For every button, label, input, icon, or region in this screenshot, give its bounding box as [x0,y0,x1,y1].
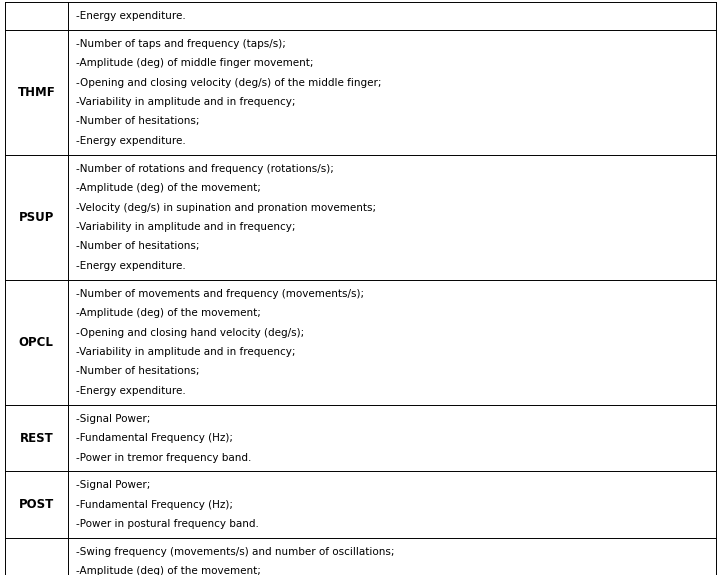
Text: -Energy expenditure.: -Energy expenditure. [76,11,185,21]
Text: -Number of hesitations;: -Number of hesitations; [76,242,199,251]
Text: -Energy expenditure.: -Energy expenditure. [76,386,185,396]
Text: -Number of taps and frequency (taps/s);: -Number of taps and frequency (taps/s); [76,39,286,49]
Text: -Number of rotations and frequency (rotations/s);: -Number of rotations and frequency (rota… [76,164,333,174]
Text: -Velocity (deg/s) in supination and pronation movements;: -Velocity (deg/s) in supination and pron… [76,202,376,213]
Text: -Power in postural frequency band.: -Power in postural frequency band. [76,519,258,529]
Text: -Energy expenditure.: -Energy expenditure. [76,136,185,146]
Text: -Variability in amplitude and in frequency;: -Variability in amplitude and in frequen… [76,222,295,232]
Text: -Number of movements and frequency (movements/s);: -Number of movements and frequency (move… [76,289,363,298]
Text: PSUP: PSUP [19,211,54,224]
Text: OPCL: OPCL [19,336,54,349]
Text: -Energy expenditure.: -Energy expenditure. [76,261,185,271]
Text: -Variability in amplitude and in frequency;: -Variability in amplitude and in frequen… [76,347,295,357]
Text: -Opening and closing velocity (deg/s) of the middle finger;: -Opening and closing velocity (deg/s) of… [76,78,381,87]
Text: -Amplitude (deg) of middle finger movement;: -Amplitude (deg) of middle finger moveme… [76,58,313,68]
Text: -Power in tremor frequency band.: -Power in tremor frequency band. [76,453,251,462]
Text: REST: REST [19,432,53,444]
Text: -Amplitude (deg) of the movement;: -Amplitude (deg) of the movement; [76,566,260,575]
Text: -Variability in amplitude and in frequency;: -Variability in amplitude and in frequen… [76,97,295,107]
Text: -Fundamental Frequency (Hz);: -Fundamental Frequency (Hz); [76,433,233,443]
Text: -Amplitude (deg) of the movement;: -Amplitude (deg) of the movement; [76,308,260,318]
Text: -Number of hesitations;: -Number of hesitations; [76,117,199,126]
Text: -Swing frequency (movements/s) and number of oscillations;: -Swing frequency (movements/s) and numbe… [76,547,394,557]
Text: -Signal Power;: -Signal Power; [76,480,150,490]
Text: -Signal Power;: -Signal Power; [76,413,150,424]
Text: POST: POST [19,499,54,511]
Text: -Opening and closing hand velocity (deg/s);: -Opening and closing hand velocity (deg/… [76,328,304,338]
Text: -Number of hesitations;: -Number of hesitations; [76,366,199,377]
Text: -Fundamental Frequency (Hz);: -Fundamental Frequency (Hz); [76,500,233,510]
Text: -Amplitude (deg) of the movement;: -Amplitude (deg) of the movement; [76,183,260,193]
Text: THMF: THMF [17,86,56,99]
